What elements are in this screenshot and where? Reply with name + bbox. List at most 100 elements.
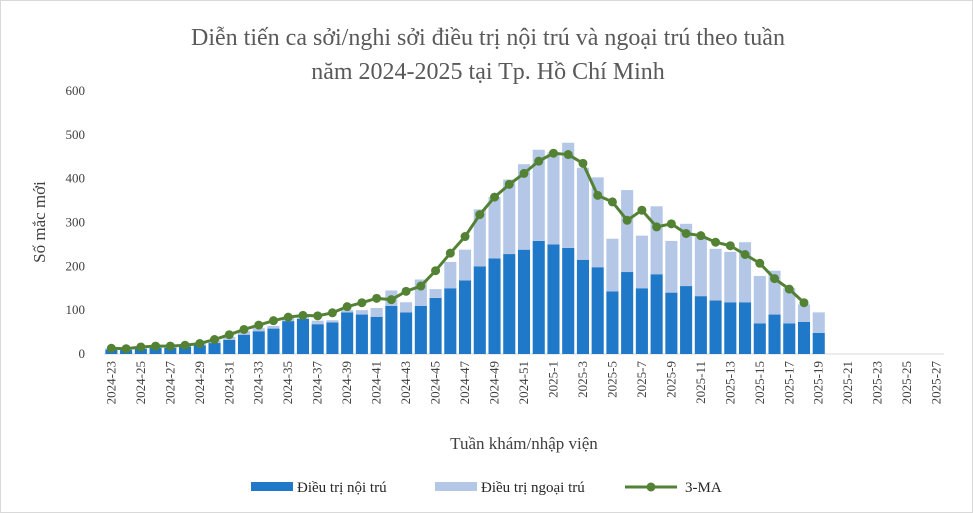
bar-inpatient xyxy=(576,259,589,354)
marker-3ma xyxy=(711,237,721,247)
x-tick-label: 2025-21 xyxy=(840,361,855,404)
bar-inpatient xyxy=(547,244,560,354)
y-tick-label: 300 xyxy=(66,215,86,230)
line-layer xyxy=(106,148,809,354)
bar-outpatient xyxy=(547,152,560,245)
marker-3ma xyxy=(622,215,632,225)
bar-inpatient xyxy=(797,322,811,354)
bar-outpatient xyxy=(562,142,575,248)
marker-3ma xyxy=(696,231,706,241)
x-tick-label: 2024-43 xyxy=(398,361,413,404)
marker-3ma xyxy=(681,228,691,238)
x-tick-label: 2024-33 xyxy=(251,361,266,404)
marker-3ma xyxy=(401,286,411,296)
x-tick-label: 2025-11 xyxy=(693,361,708,404)
marker-3ma xyxy=(637,205,647,215)
marker-3ma xyxy=(372,293,382,303)
bar-inpatient xyxy=(724,302,737,354)
bar-inpatient xyxy=(179,346,192,354)
bar-inpatient xyxy=(208,343,221,354)
legend-label-inpatient: Điều trị nội trú xyxy=(297,480,387,496)
bar-inpatient xyxy=(267,328,280,354)
x-tick-label: 2025-27 xyxy=(929,361,944,405)
bar-inpatient xyxy=(164,347,177,354)
x-tick-label: 2024-47 xyxy=(457,361,472,405)
bar-outpatient xyxy=(267,325,280,329)
x-tick-label: 2025-15 xyxy=(752,361,767,404)
bar-outpatient xyxy=(680,223,693,287)
chart-title-line-1: Diễn tiến ca sởi/nghi sởi điều trị nội t… xyxy=(191,25,785,51)
bar-inpatient xyxy=(282,321,295,354)
bar-outpatient xyxy=(635,235,648,289)
marker-3ma xyxy=(666,219,676,229)
x-tick-label: 2025-1 xyxy=(545,361,560,398)
bar-inpatient xyxy=(237,334,251,354)
bar-inpatient xyxy=(621,272,634,354)
bar-outpatient xyxy=(370,307,383,317)
bar-inpatient xyxy=(709,300,722,354)
bar-inpatient xyxy=(311,324,324,354)
bar-outpatient xyxy=(709,248,722,301)
x-tick-label: 2024-51 xyxy=(516,361,531,404)
x-tick-label: 2024-29 xyxy=(192,361,207,404)
bar-inpatient xyxy=(503,254,516,354)
marker-3ma xyxy=(563,150,573,160)
y-tick-label: 500 xyxy=(66,127,86,142)
bar-inpatient xyxy=(149,347,162,354)
marker-3ma xyxy=(519,168,529,178)
y-tick-label: 100 xyxy=(66,302,86,317)
bar-inpatient xyxy=(812,332,825,354)
bar-outpatient xyxy=(576,167,589,260)
bar-inpatient xyxy=(459,280,472,354)
bar-outpatient xyxy=(665,240,678,293)
marker-3ma xyxy=(548,148,558,158)
bar-outpatient xyxy=(459,249,472,281)
marker-3ma xyxy=(342,302,352,312)
x-tick-label: 2024-37 xyxy=(310,361,325,405)
marker-3ma xyxy=(327,308,337,318)
bar-outpatient xyxy=(252,328,265,332)
marker-3ma xyxy=(725,241,735,251)
x-tick-label: 2024-23 xyxy=(103,361,118,404)
bar-inpatient xyxy=(444,288,457,354)
x-tick-labels: 2024-23 2024-25 2024-27 2024-29 2024-31 2024-… xyxy=(103,361,943,405)
marker-3ma xyxy=(283,312,293,322)
x-tick-label: 2025-9 xyxy=(663,361,678,398)
bar-outpatient xyxy=(694,236,707,297)
bar-outpatient xyxy=(444,261,457,289)
bar-outpatient xyxy=(797,304,811,323)
bar-inpatient xyxy=(400,312,413,354)
marker-3ma xyxy=(239,324,249,334)
x-tick-label: 2025-17 xyxy=(781,361,796,405)
marker-3ma xyxy=(268,316,278,326)
bar-inpatient xyxy=(562,247,575,354)
marker-3ma xyxy=(298,310,308,320)
bar-inpatient xyxy=(473,266,486,354)
marker-3ma xyxy=(165,341,175,351)
marker-3ma xyxy=(578,158,588,168)
y-tick-label: 200 xyxy=(66,258,86,273)
bar-inpatient xyxy=(753,323,766,354)
bar-inpatient xyxy=(783,323,796,354)
x-tick-label: 2024-35 xyxy=(280,361,295,404)
bar-outpatient xyxy=(326,320,339,323)
legend-swatch-outpatient xyxy=(435,482,477,491)
x-tick-label: 2024-41 xyxy=(369,361,384,404)
x-tick-label: 2025-3 xyxy=(575,361,590,398)
x-axis-title: Tuần khám/nhập viện xyxy=(450,434,598,453)
bar-outpatient xyxy=(517,164,531,250)
bar-inpatient xyxy=(223,339,236,354)
bar-inpatient xyxy=(532,240,545,354)
bar-outpatient xyxy=(429,289,442,298)
bar-inpatient xyxy=(252,331,265,354)
marker-3ma xyxy=(224,330,234,340)
marker-3ma xyxy=(490,192,500,202)
bar-outpatient xyxy=(473,209,486,267)
legend: Điều trị nội trú Điều trị ngoại trú 3-MA xyxy=(251,480,722,496)
bar-inpatient xyxy=(739,302,752,354)
x-tick-label: 2024-27 xyxy=(162,361,177,405)
marker-3ma xyxy=(106,343,116,353)
bar-outpatient xyxy=(783,288,796,324)
x-tick-label: 2025-23 xyxy=(870,361,885,404)
